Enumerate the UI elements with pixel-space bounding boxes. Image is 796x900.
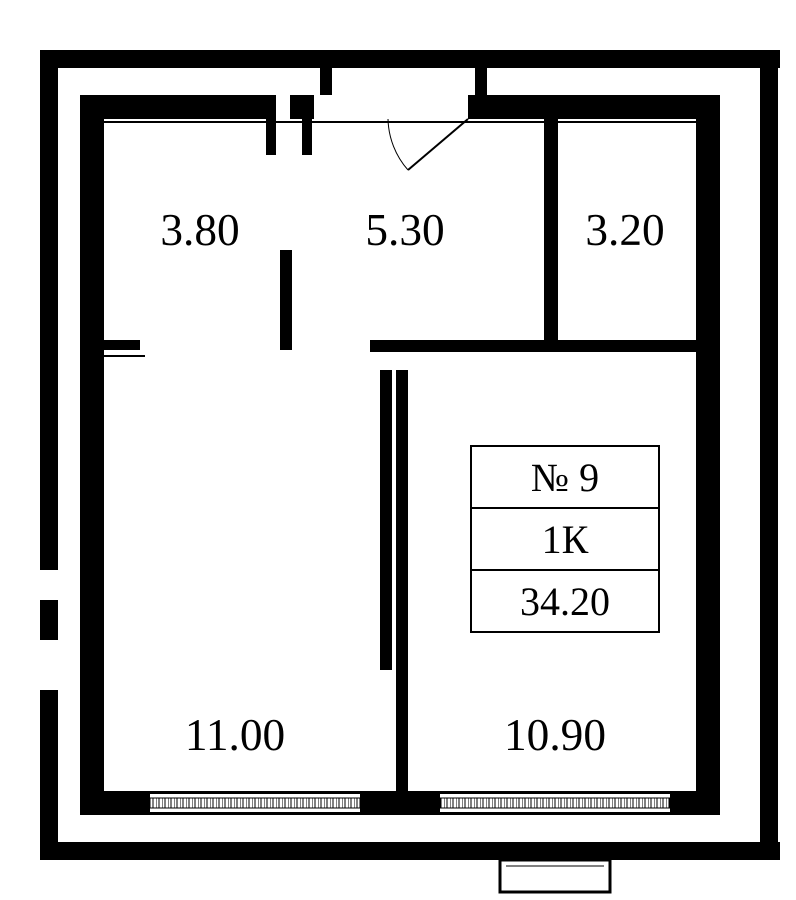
label-room-10-90: 10.90 [504, 709, 606, 761]
context-wall-ctx-top-stub-r [475, 50, 487, 95]
floorplan-svg [0, 0, 796, 900]
wall-int-v-left-lower [380, 370, 392, 670]
wall-int-v-left-upper [280, 250, 292, 350]
wall-outer-top-left [80, 95, 275, 119]
context-wall-ctx-left-bar [40, 50, 58, 570]
context-wall-ctx-top-bar [40, 50, 780, 68]
wall-int-h-left-ledge [80, 340, 140, 350]
wall-outer-left [80, 95, 104, 815]
wall-outer-right [696, 95, 720, 815]
wall-outer-top-right [558, 95, 720, 119]
wall-int-h-mid [370, 340, 720, 352]
unit-area-cell: 34.20 [471, 570, 659, 632]
unit-info-table: № 9 1К 34.20 [470, 445, 660, 633]
unit-type-cell: 1К [471, 508, 659, 570]
wall-stub-top-a [266, 95, 276, 155]
wall-stub-top-b [302, 95, 312, 155]
context-wall-ctx-left-gap-a [40, 600, 58, 640]
context-wall-ctx-bottom-bar [40, 842, 780, 860]
wall-pier-bottom-mid [390, 791, 408, 815]
door-swing-arc [388, 119, 408, 170]
context-wall-ctx-right-bar [760, 50, 778, 860]
window-glazing-win-right [440, 798, 670, 808]
context-wall-ctx-top-stub-l [320, 50, 332, 95]
label-room-5-30: 5.30 [365, 204, 444, 256]
label-room-3-20: 3.20 [585, 204, 664, 256]
wall-int-v-mid-lower [396, 370, 408, 815]
window-glazing-win-left [150, 798, 360, 808]
wall-outer-top-mid-r [468, 95, 558, 119]
wall-int-v-mid-upper [544, 118, 558, 350]
floorplan-canvas: 3.80 5.30 3.20 11.00 10.90 № 9 1К 34.20 [0, 0, 796, 900]
context-wall-ctx-left-gap-b [40, 690, 58, 860]
label-room-11-00: 11.00 [185, 709, 285, 761]
unit-number-cell: № 9 [471, 446, 659, 508]
label-room-3-80: 3.80 [160, 204, 239, 256]
balcony-box [500, 860, 610, 892]
door-leaf [408, 119, 468, 170]
